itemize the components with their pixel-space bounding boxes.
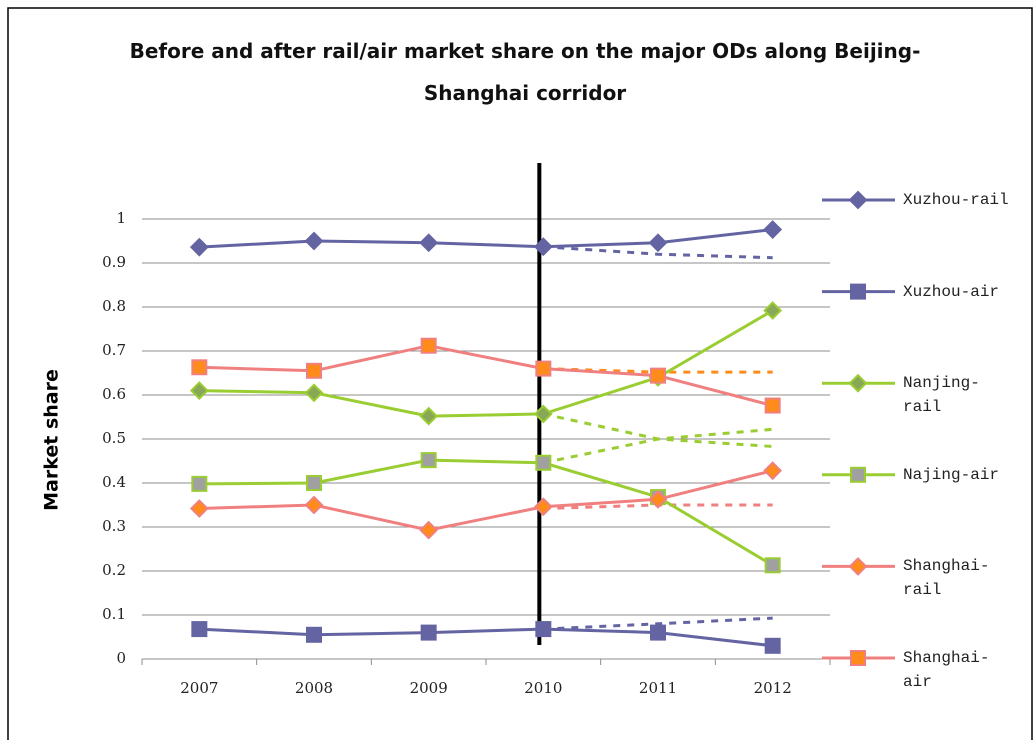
data-point [650,367,666,384]
chart-title: Before and after rail/air market share o… [129,39,921,105]
data-point [648,233,668,253]
data-point [420,337,437,354]
data-point [763,220,783,239]
legend-label: Xuzhou-rail [903,191,1009,209]
y-tick-label: 0.4 [102,473,126,491]
series-line [199,627,773,648]
data-point [191,359,208,376]
legend-marker [848,373,868,393]
frame [7,7,1033,740]
legend-label: Xuzhou-air [903,282,1000,301]
data-point [189,499,209,518]
y-tick-label: 0.5 [102,429,126,447]
y-tick-label: 0.2 [102,561,126,579]
data-point [533,497,553,517]
data-point [306,626,322,643]
data-point [306,475,322,491]
legend-marker [848,190,868,210]
series-line [199,469,774,532]
y-tick-label: 0.1 [102,605,126,623]
data-point [764,557,781,574]
data-point [648,489,668,509]
x-tick-label: 2011 [639,679,677,697]
y-axis-label: Market share [41,369,63,511]
data-point [764,637,781,654]
x-tick-label: 2012 [754,679,792,697]
projection-line [543,412,773,448]
data-point [763,461,783,481]
series-line [199,309,774,418]
data-point [419,406,439,426]
legend-marker [850,650,866,666]
x-tick-label: 2010 [524,679,562,697]
legend-label: Shanghai-air [903,649,990,691]
projection-line [543,427,773,465]
data-point [189,237,209,257]
x-tick-label: 2008 [295,679,333,697]
data-point [304,383,324,403]
y-tick-label: 0.7 [102,341,126,359]
data-point [535,454,552,471]
legend-label: Najing-air [903,465,1000,484]
x-tick-label: 2007 [180,679,218,697]
y-tick-label: 0.6 [102,385,126,403]
data-point [420,624,437,641]
y-tick-label: 0.8 [102,297,126,315]
data-point [419,520,439,540]
data-point [304,495,324,515]
data-point [535,621,552,638]
projection-line [543,245,773,260]
data-point [533,237,553,257]
data-point [191,475,208,492]
series-line [199,344,774,408]
y-tick-label: 0 [116,649,126,667]
legend-label: Shanghai-rail [903,557,990,600]
legend-marker [850,283,866,300]
data-point [763,301,783,320]
data-point [304,231,324,251]
y-tick-label: 1 [116,209,126,227]
legend-label: Nanjing-rail [903,374,980,417]
data-point [419,233,439,253]
data-point [533,404,553,424]
y-tick-label: 0.3 [102,517,126,535]
data-point [191,621,208,638]
legend-marker [850,466,866,483]
data-point [420,452,437,469]
data-point [535,360,552,377]
legend-marker [848,556,868,576]
y-tick-label: 0.9 [102,253,126,271]
series-line [199,228,773,249]
projection-line [543,616,773,631]
data-point [764,397,781,414]
series-line [199,458,774,567]
data-point [189,381,209,401]
x-tick-label: 2009 [410,679,448,697]
data-point [650,624,666,641]
data-point [306,362,322,379]
